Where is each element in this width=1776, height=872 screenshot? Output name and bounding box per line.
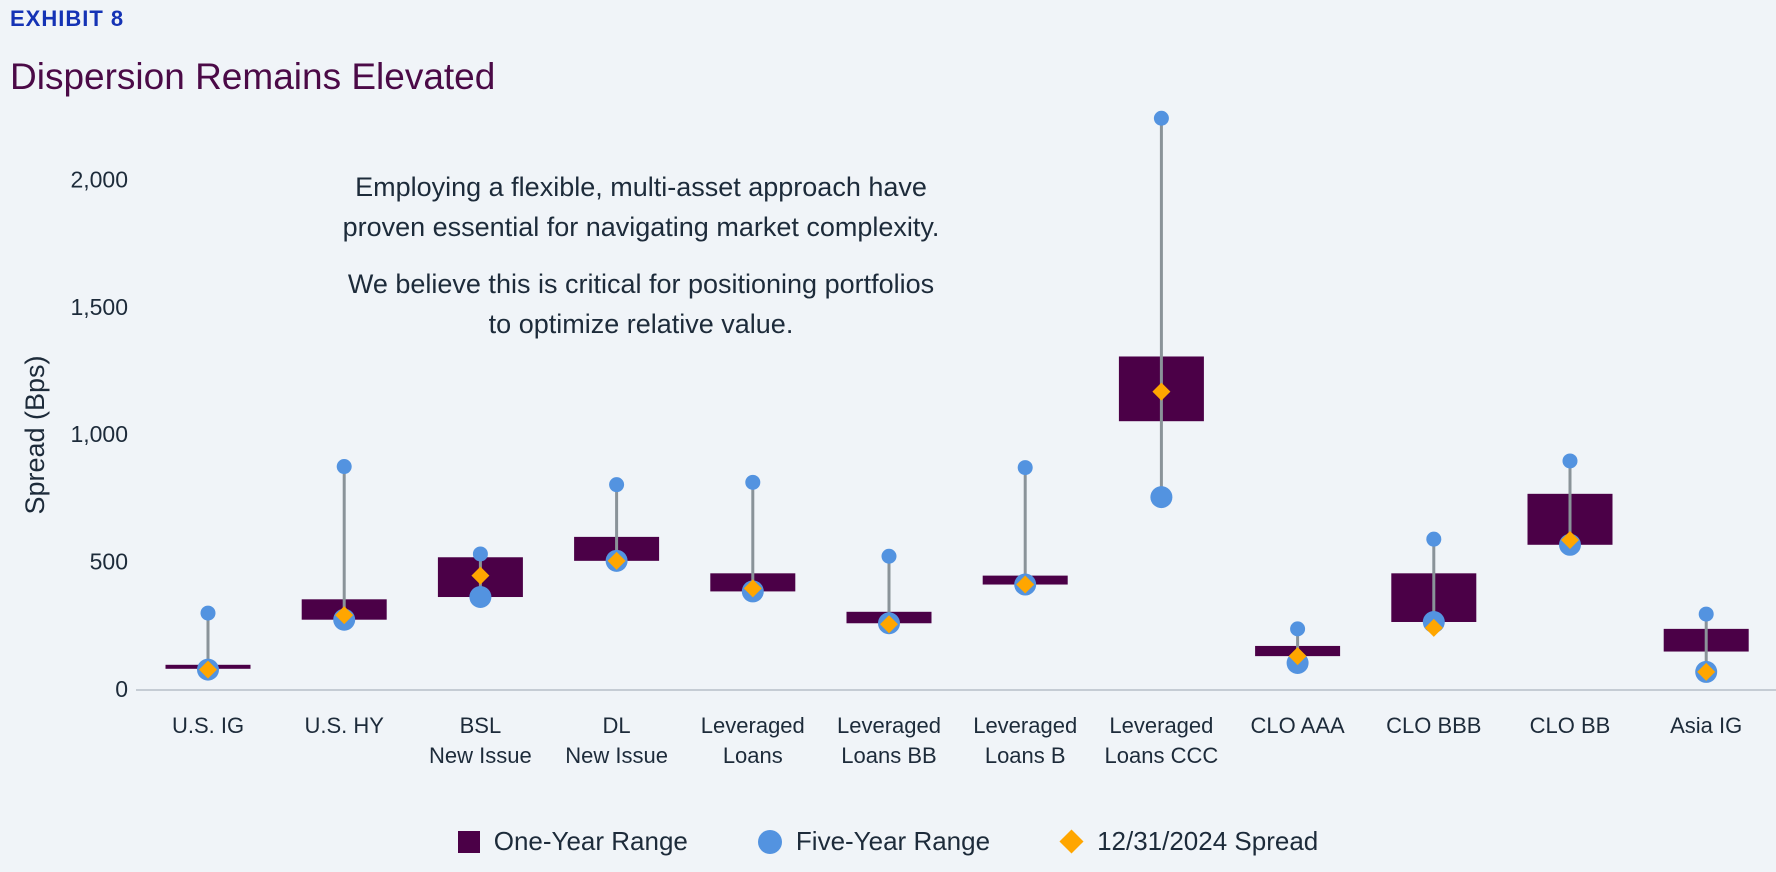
spread-2024-marker [1561, 530, 1579, 549]
x-tick-label: Leveraged [973, 713, 1077, 738]
y-tick-label: 0 [115, 676, 128, 702]
x-tick-label: Asia IG [1670, 713, 1742, 738]
spread-2024-marker [1016, 575, 1035, 594]
legend-item-spread: 12/31/2024 Spread [1059, 826, 1319, 857]
x-tick-label: U.S. IG [172, 713, 244, 738]
x-tick-label: Loans BB [841, 743, 936, 768]
legend-item-five-year: Five-Year Range [757, 826, 991, 857]
spread-2024-marker [1424, 618, 1443, 637]
x-tick-label: CLO BB [1530, 713, 1611, 738]
five-year-high-point [1290, 621, 1306, 637]
annotation-line: Employing a flexible, multi-asset approa… [355, 172, 927, 202]
five-year-high-point [609, 477, 625, 493]
five-year-high-point [1562, 453, 1578, 469]
x-tick-label: CLO BBB [1386, 713, 1481, 738]
one-year-swatch-icon [457, 830, 480, 853]
x-tick-label: Leveraged [701, 713, 805, 738]
annotation-line: We believe this is critical for position… [347, 269, 935, 299]
chart-title: Dispersion Remains Elevated [10, 56, 496, 97]
x-tick-label: New Issue [429, 743, 532, 768]
x-tick-label: New Issue [565, 743, 668, 768]
y-tick-label: 1,000 [70, 421, 128, 447]
annotation-paragraph-2: We believe this is critical for position… [241, 264, 1041, 344]
spread-2024-marker [471, 566, 490, 585]
spread-2024-marker [880, 615, 898, 634]
x-tick-label: Loans CCC [1105, 743, 1219, 768]
spread-2024-marker [199, 660, 217, 679]
x-tick-label: Loans B [985, 743, 1066, 768]
five-year-low-point [469, 586, 492, 609]
legend-item-one-year: One-Year Range [457, 826, 688, 857]
five-year-high-point [1153, 110, 1169, 126]
x-tick-label: CLO AAA [1251, 713, 1345, 738]
exhibit-label: EXHIBIT 8 [10, 6, 125, 31]
five-year-low-point [1150, 486, 1173, 509]
x-tick-label: DL [603, 713, 631, 738]
x-tick-label: Leveraged [1109, 713, 1213, 738]
x-tick-label: BSL [460, 713, 502, 738]
five-year-high-point [881, 548, 897, 564]
y-tick-label: 2,000 [70, 166, 128, 192]
five-year-high-point [1698, 606, 1714, 622]
legend-label: One-Year Range [493, 826, 688, 856]
y-axis-label: Spread (Bps) [20, 355, 50, 514]
legend-label: 12/31/2024 Spread [1097, 826, 1319, 856]
spread-2024-marker [743, 579, 762, 598]
legend-label: Five-Year Range [795, 826, 991, 856]
five-year-high-point [1426, 531, 1442, 547]
y-tick-label: 500 [90, 549, 128, 575]
five-year-high-point [336, 459, 352, 475]
spread-2024-marker [335, 606, 354, 625]
five-year-high-point [1017, 460, 1033, 476]
legend: One-Year Range Five-Year Range 12/31/202… [0, 826, 1776, 857]
annotation-line: proven essential for navigating market c… [342, 212, 940, 242]
spread-swatch-icon [1059, 829, 1084, 854]
five-year-high-point [472, 546, 488, 562]
five-year-high-point [745, 474, 761, 490]
spread-2024-marker [607, 551, 626, 570]
spread-2024-marker [1152, 382, 1171, 401]
annotation-line: to optimize relative value. [488, 309, 794, 339]
y-tick-label: 1,500 [70, 294, 128, 320]
x-tick-label: Leveraged [837, 713, 941, 738]
five-year-swatch-icon [757, 829, 782, 854]
spread-2024-marker [1697, 662, 1716, 681]
five-year-high-point [200, 605, 216, 621]
spread-2024-marker [1288, 647, 1307, 666]
x-tick-label: Loans [723, 743, 783, 768]
annotation-paragraph-1: Employing a flexible, multi-asset approa… [241, 167, 1041, 247]
x-tick-label: U.S. HY [304, 713, 384, 738]
